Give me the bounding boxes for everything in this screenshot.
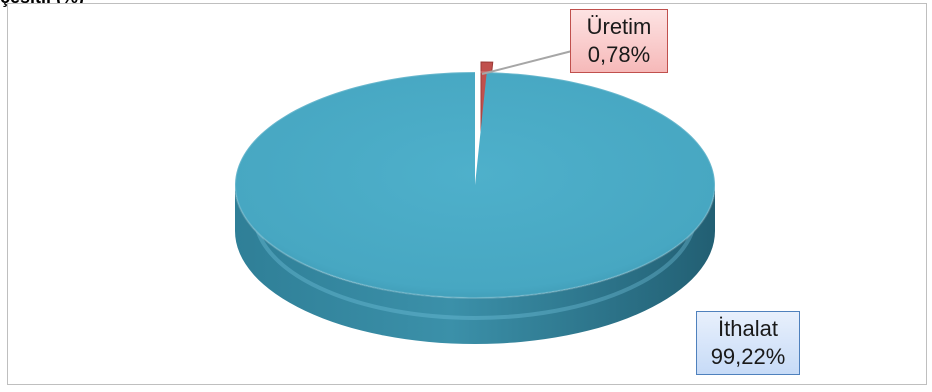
leader-line bbox=[481, 50, 573, 75]
pie-side-highlight bbox=[253, 214, 697, 320]
pie-top-rim bbox=[234, 71, 716, 299]
slice-name-uretim: Üretim bbox=[586, 14, 652, 39]
pie-slice-ithalat bbox=[235, 72, 716, 298]
slice-value-uretim: 0,78% bbox=[587, 42, 651, 67]
pie-side-wall bbox=[235, 185, 715, 344]
data-label-uretim: Üretim 0,78% bbox=[570, 9, 668, 73]
data-label-ithalat: İthalat 99,22% bbox=[696, 311, 800, 375]
slice-value-ithalat: 99,22% bbox=[710, 344, 786, 369]
slice-name-ithalat: İthalat bbox=[718, 316, 778, 341]
